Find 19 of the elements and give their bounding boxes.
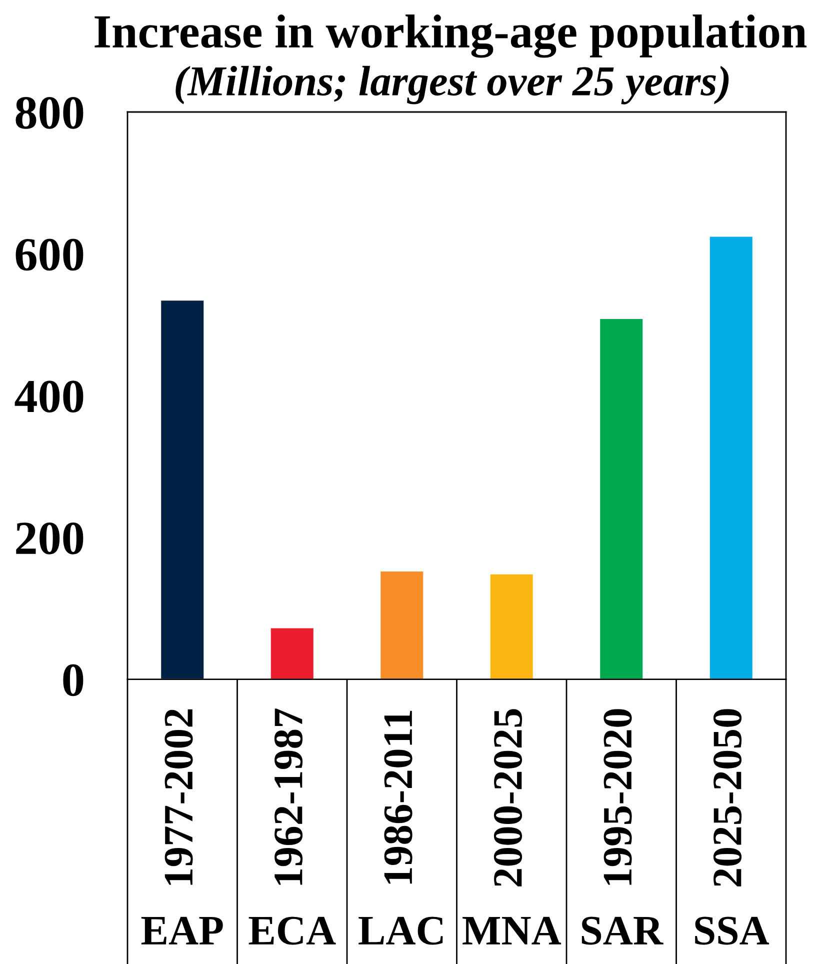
- text: 1986-2011: [384, 710, 412, 884]
- x-tick-label: EAP: [141, 916, 223, 944]
- text: 2025-2050: [713, 709, 742, 886]
- chart-subtitle: (Millions; largest over 25 years): [176, 66, 729, 104]
- x-tick-label: LAC: [358, 916, 443, 945]
- text: 1977-2002: [164, 709, 193, 885]
- x-tick-label: ECA: [248, 916, 336, 945]
- chart-title: Increase in working-age population: [94, 14, 807, 58]
- text: 2000-2025: [494, 709, 522, 886]
- y-tick-label: 400: [14, 380, 84, 412]
- x-tick-label: MNA: [462, 916, 562, 944]
- x-tick-label: SSA: [695, 916, 770, 945]
- y-tick-label: 600: [16, 238, 84, 271]
- text: 1962-1987: [274, 708, 303, 885]
- y-tick-label: 800: [16, 96, 84, 129]
- x-tick-label: SAR: [582, 916, 664, 945]
- text: 1995-2020: [604, 709, 632, 885]
- y-tick-label: 0: [63, 664, 84, 696]
- y-tick-label: 200: [16, 522, 84, 554]
